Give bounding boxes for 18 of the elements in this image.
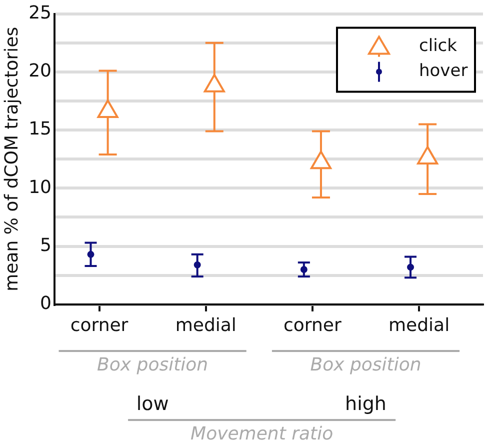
text: low [136, 392, 169, 415]
y-tick-label: 10 [28, 176, 52, 198]
y-tick-label: 0 [40, 293, 52, 314]
legend-label: click [419, 36, 458, 56]
y-axis-title: mean % of dCOM trajectories [1, 26, 22, 292]
y-tick-label: 20 [28, 60, 52, 82]
text: high [345, 392, 386, 415]
x-tick-label: corner [70, 314, 129, 336]
x-tick-label: medial [175, 314, 236, 336]
text: Box position [97, 354, 208, 376]
y-tick-label: 5 [40, 234, 52, 256]
y-tick-label: 15 [28, 118, 52, 140]
x-tick-label: medial [388, 314, 450, 336]
x-tick-label: corner [284, 314, 342, 336]
y-tick-label: 25 [28, 2, 52, 24]
legend-label: hover [419, 61, 468, 82]
text: Box position [310, 354, 422, 376]
x-axis-title: Movement ratio [190, 424, 334, 445]
